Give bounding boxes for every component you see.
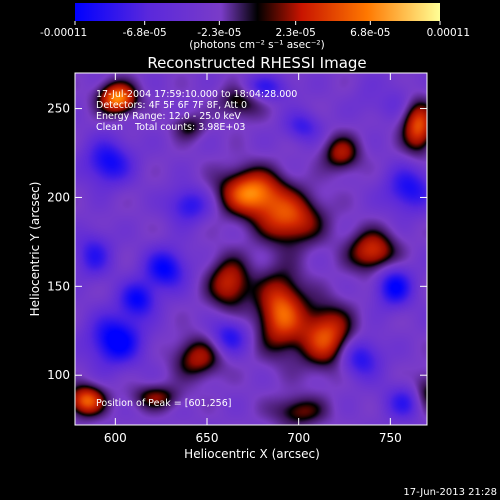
- plot-frame: [74, 72, 428, 426]
- render-timestamp: 17-Jun-2013 21:28: [403, 487, 497, 498]
- x-tick-label: 600: [104, 431, 127, 445]
- annotation-detectors: Detectors: 4F 5F 6F 7F 8F, Att 0: [96, 100, 247, 111]
- axis-ticks: [75, 73, 427, 425]
- y-tick-label: 100: [47, 368, 70, 382]
- colorbar-tick-label: 2.3e-05: [276, 27, 316, 39]
- annotation-energy: Energy Range: 12.0 - 25.0 keV: [96, 111, 241, 122]
- annotation-time: 17-Jul-2004 17:59:10.000 to 18:04:28.000: [96, 89, 297, 100]
- annotation-peak: Position of Peak = [601,256]: [96, 398, 231, 409]
- annotation-clean: Clean Total counts: 3.98E+03: [96, 122, 245, 133]
- y-tick-label: 200: [47, 190, 70, 204]
- colorbar-tick-label: -6.8e-05: [123, 27, 167, 39]
- y-tick-label: 150: [47, 279, 70, 293]
- axis-tick-labels: 600 650 700 750 100 150 200 250: [47, 102, 402, 445]
- y-axis-label: Heliocentric Y (arcsec): [28, 182, 42, 317]
- x-tick-label: 650: [196, 431, 219, 445]
- colorbar-tick-label: 0.00011: [427, 27, 470, 39]
- x-tick-label: 700: [287, 431, 310, 445]
- colorbar: [75, 3, 440, 21]
- colorbar-tick-label: -0.00011: [40, 27, 87, 39]
- heatmap-image: [75, 73, 427, 425]
- colorbar-tick-labels: -0.00011 -6.8e-05 -2.3e-05 2.3e-05 6.8e-05 0.…: [40, 27, 470, 39]
- x-axis-label: Heliocentric X (arcsec): [184, 447, 320, 461]
- chart-title: Reconstructed RHESSI Image: [147, 54, 366, 72]
- colorbar-tick-label: -2.3e-05: [197, 27, 241, 39]
- heatmap-image-wrapper: [75, 73, 427, 425]
- colorbar-ticks: [74, 21, 441, 25]
- y-tick-label: 250: [47, 102, 70, 116]
- colorbar-units-label: (photons cm⁻² s⁻¹ asec⁻²): [189, 39, 324, 51]
- x-tick-label: 750: [379, 431, 402, 445]
- image-annotations: 17-Jul-2004 17:59:10.000 to 18:04:28.000…: [96, 89, 297, 409]
- colorbar-tick-label: 6.8e-05: [350, 27, 390, 39]
